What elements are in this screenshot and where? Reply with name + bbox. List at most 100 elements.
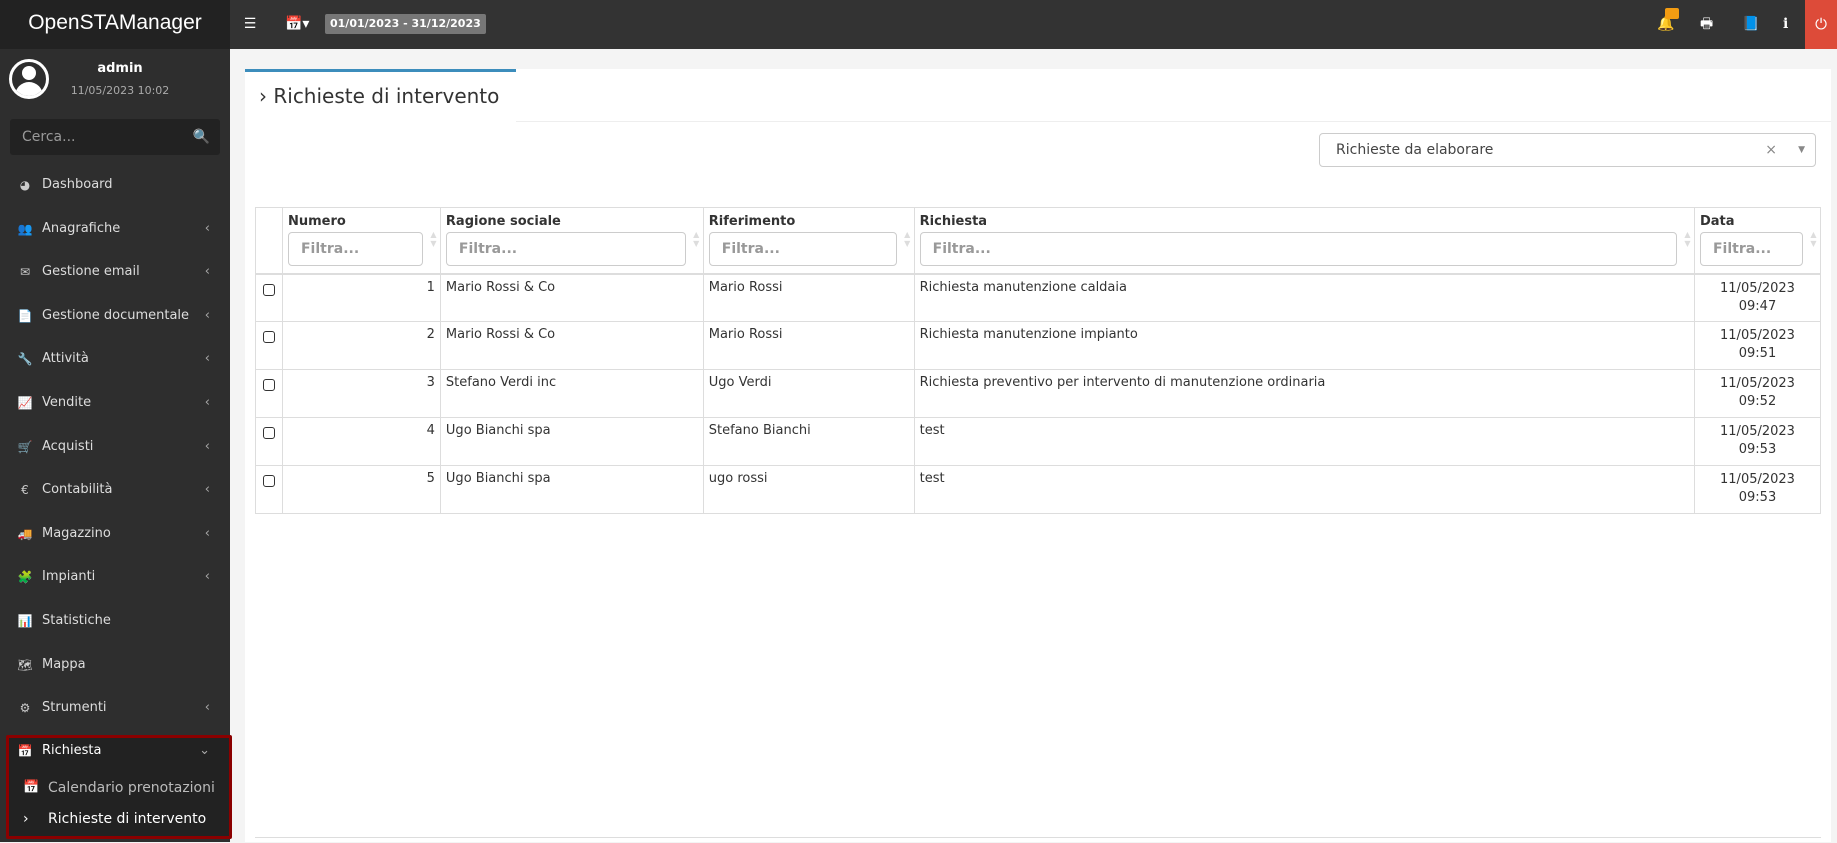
row-checkbox[interactable] bbox=[262, 379, 275, 391]
sidebar-item-mappa[interactable]: 🗺 Mappa bbox=[0, 645, 230, 685]
chevron-left-icon: ‹ bbox=[204, 264, 210, 280]
sidebar-item-gestione-email[interactable]: ✉ Gestione email ‹ bbox=[0, 252, 230, 292]
table-row[interactable]: 1 Mario Rossi & Co Mario Rossi Richiesta ma… bbox=[255, 273, 1822, 322]
map-icon: 🗺 bbox=[17, 657, 33, 672]
sidebar-item-contabilit-[interactable]: € Contabilità ‹ bbox=[0, 470, 230, 510]
cell-data: 11/05/2023 09:47 bbox=[1693, 273, 1822, 322]
cart-icon: 🛒 bbox=[17, 439, 33, 454]
row-checkbox[interactable] bbox=[262, 475, 275, 487]
sidebar-subitem-richieste[interactable]: › Richieste di intervento bbox=[0, 804, 230, 834]
power-icon[interactable]: ⏻ bbox=[1805, 0, 1837, 49]
sidebar-item-dashboard[interactable]: ◕ Dashboard bbox=[0, 165, 230, 205]
sidebar-item-anagrafiche[interactable]: 👥 Anagrafiche ‹ bbox=[0, 209, 230, 249]
truck-icon: 🚚 bbox=[17, 526, 33, 541]
sort-icon[interactable]: ▲ ▼ bbox=[693, 230, 700, 248]
select-column bbox=[255, 207, 283, 275]
row-checkbox[interactable] bbox=[262, 283, 275, 296]
column-filter-input[interactable]: Filtra... bbox=[708, 232, 897, 266]
top-navbar: OpenSTAManager ☰ 📅▾ 01/01/2023 - 31/12/2… bbox=[0, 0, 1837, 49]
sidebar-item-strumenti[interactable]: ⚙ Strumenti ‹ bbox=[0, 688, 230, 728]
status-filter-select[interactable]: Richieste da elaborare × ▼ bbox=[1319, 133, 1816, 167]
menu-icon[interactable]: ☰ bbox=[243, 16, 257, 32]
calendar-icon[interactable]: 📅▾ bbox=[285, 16, 310, 32]
column-filter-input[interactable]: Filtra... bbox=[1699, 232, 1803, 266]
chevron-left-icon: ‹ bbox=[204, 307, 210, 323]
column-filter-input[interactable]: Filtra... bbox=[287, 232, 423, 266]
sort-icon[interactable]: ▲ ▼ bbox=[904, 230, 911, 248]
chevron-right-icon: › bbox=[23, 811, 29, 827]
cog-icon: ⚙ bbox=[19, 701, 31, 716]
sidebar-item-vendite[interactable]: 📈 Vendite ‹ bbox=[0, 383, 230, 423]
chevron-left-icon: ‹ bbox=[204, 700, 210, 716]
sort-icon[interactable]: ▲ ▼ bbox=[1810, 230, 1817, 248]
sidebar: admin 11/05/2023 10:02 Cerca... 🔍 ◕ Dashbo… bbox=[0, 49, 232, 842]
search-input[interactable]: Cerca... 🔍 bbox=[10, 119, 220, 155]
sidebar-item-richiesta[interactable]: 📅 Richiesta ⌄ bbox=[0, 731, 230, 771]
cell-data: 11/05/2023 09:53 bbox=[1693, 465, 1822, 514]
chevron-left-icon: ‹ bbox=[204, 525, 210, 541]
bar-chart-icon: 📊 bbox=[17, 614, 33, 628]
cell-numero: 5 bbox=[281, 465, 441, 514]
row-checkbox[interactable] bbox=[262, 427, 275, 439]
cell-riferimento: ugo rossi bbox=[702, 465, 915, 514]
sort-icon[interactable]: ▲ ▼ bbox=[430, 230, 437, 248]
highlight-box bbox=[6, 735, 232, 839]
user-name: admin bbox=[97, 61, 143, 76]
cell-data: 11/05/2023 09:53 bbox=[1693, 417, 1822, 466]
chevron-left-icon: ‹ bbox=[204, 569, 210, 585]
column-filter-input[interactable]: Filtra... bbox=[919, 232, 1677, 266]
cell-ragione-sociale: Stefano Verdi inc bbox=[439, 369, 704, 418]
sidebar-item-magazzino[interactable]: 🚚 Magazzino ‹ bbox=[0, 514, 230, 554]
cell-ragione-sociale: Mario Rossi & Co bbox=[439, 273, 704, 322]
cell-riferimento: Stefano Bianchi bbox=[702, 417, 915, 466]
cell-ragione-sociale: Mario Rossi & Co bbox=[439, 321, 704, 370]
tab-richieste-di-intervento[interactable]: › Richieste di intervento bbox=[245, 69, 516, 122]
chevron-left-icon: ‹ bbox=[204, 220, 210, 236]
cell-numero: 3 bbox=[281, 369, 441, 418]
print-icon[interactable]: 🖶 bbox=[1700, 16, 1714, 32]
bell-icon[interactable]: 🔔 bbox=[1657, 16, 1675, 32]
info-icon[interactable]: i bbox=[1783, 16, 1789, 32]
column-header-richiesta[interactable]: Richiesta ▲ ▼ Filtra... bbox=[913, 207, 1695, 275]
requests-table: Numero ▲ ▼ Filtra... Ragione sociale ▲ ▼ Filtra… bbox=[255, 207, 1822, 514]
table-row[interactable]: 4 Ugo Bianchi spa Stefano Bianchi test 11/05… bbox=[255, 417, 1822, 466]
sidebar-item-attivit-[interactable]: 🔧 Attività ‹ bbox=[0, 339, 230, 379]
chevron-left-icon: ‹ bbox=[204, 351, 210, 367]
book-icon[interactable]: 📘 bbox=[1742, 16, 1760, 32]
wrench-icon: 🔧 bbox=[17, 352, 33, 367]
sidebar-item-statistiche[interactable]: 📊 Statistiche bbox=[0, 601, 230, 641]
notification-badge bbox=[1665, 8, 1679, 19]
puzzle-icon: 🧩 bbox=[17, 570, 33, 585]
column-header-ragione-sociale[interactable]: Ragione sociale ▲ ▼ Filtra... bbox=[439, 207, 704, 275]
cell-data: 11/05/2023 09:52 bbox=[1693, 369, 1822, 418]
dropdown-arrow-icon[interactable]: ▼ bbox=[1798, 145, 1805, 155]
column-header-riferimento[interactable]: Riferimento ▲ ▼ Filtra... bbox=[702, 207, 915, 275]
cell-data: 11/05/2023 09:51 bbox=[1693, 321, 1822, 370]
dashboard-icon: ◕ bbox=[19, 178, 31, 192]
search-icon[interactable]: 🔍 bbox=[192, 129, 210, 145]
table-row[interactable]: 3 Stefano Verdi inc Ugo Verdi Richiesta pre… bbox=[255, 369, 1822, 418]
sidebar-item-acquisti[interactable]: 🛒 Acquisti ‹ bbox=[0, 427, 230, 467]
cell-riferimento: Mario Rossi bbox=[702, 273, 915, 322]
app-logo[interactable]: OpenSTAManager bbox=[0, 0, 230, 49]
main-content: › Richieste di intervento Richieste da e… bbox=[245, 69, 1831, 842]
cell-numero: 1 bbox=[281, 273, 441, 322]
selected-value: Richieste da elaborare bbox=[1336, 142, 1494, 158]
column-filter-input[interactable]: Filtra... bbox=[445, 232, 686, 266]
clear-icon[interactable]: × bbox=[1765, 142, 1777, 158]
column-header-data[interactable]: Data ▲ ▼ Filtra... bbox=[1693, 207, 1822, 275]
table-row[interactable]: 2 Mario Rossi & Co Mario Rossi Richiesta ma… bbox=[255, 321, 1822, 370]
sidebar-item-impianti[interactable]: 🧩 Impianti ‹ bbox=[0, 557, 230, 597]
sidebar-item-gestione-documentale[interactable]: 📄 Gestione documentale ‹ bbox=[0, 296, 230, 336]
table-row[interactable]: 5 Ugo Bianchi spa ugo rossi test 11/05/2023 0… bbox=[255, 465, 1822, 514]
date-range[interactable]: 01/01/2023 - 31/12/2023 bbox=[325, 14, 486, 34]
search-placeholder: Cerca... bbox=[22, 129, 76, 145]
column-header-numero[interactable]: Numero ▲ ▼ Filtra... bbox=[281, 207, 441, 275]
sort-icon[interactable]: ▲ ▼ bbox=[1684, 230, 1691, 248]
sidebar-subitem-calendario[interactable]: 📅 Calendario prenotazioni bbox=[0, 773, 230, 803]
row-checkbox[interactable] bbox=[262, 331, 275, 343]
cell-ragione-sociale: Ugo Bianchi spa bbox=[439, 465, 704, 514]
page-title: Richieste di intervento bbox=[273, 84, 500, 108]
line-chart-icon: 📈 bbox=[17, 396, 33, 410]
avatar bbox=[9, 59, 49, 99]
